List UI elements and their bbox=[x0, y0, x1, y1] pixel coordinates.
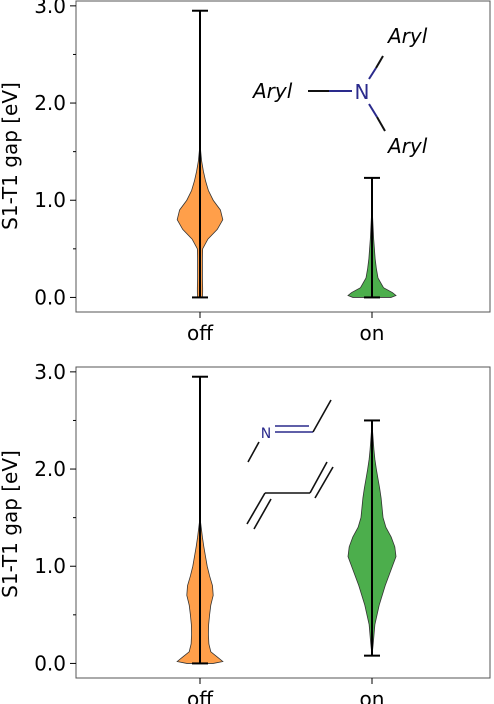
y-tick-label: 0.0 bbox=[34, 651, 66, 675]
bond-upper-aryl bbox=[375, 55, 384, 69]
aryl-label-left: Aryl bbox=[251, 79, 293, 103]
x-axis: off on bbox=[187, 312, 384, 345]
butadiene-bond-3b bbox=[314, 466, 334, 499]
x-tick-label: off bbox=[187, 321, 214, 345]
y-tick-label: 3.0 bbox=[34, 360, 66, 384]
y-tick-label: 2.0 bbox=[34, 91, 66, 115]
y-tick-label: 0.0 bbox=[34, 285, 66, 309]
violins bbox=[176, 9, 397, 299]
plot-area bbox=[75, 0, 491, 313]
y-tick-label: 3.0 bbox=[34, 0, 66, 18]
aryl-label-bottom: Aryl bbox=[386, 134, 428, 158]
nitrogen-atom-label: N bbox=[355, 80, 370, 104]
top-violin-panel: 0.0 1.0 2.0 3.0 off on S1-T1 gap [eV] N Aryl… bbox=[0, 0, 491, 345]
y-axis: 0.0 1.0 2.0 3.0 bbox=[34, 360, 76, 675]
triarylamine-structure-inset: N Aryl Aryl Aryl bbox=[251, 24, 428, 158]
nitrogen-atom-label: N bbox=[261, 426, 271, 442]
x-axis: off on bbox=[187, 678, 384, 704]
bottom-violin-panel: 0.0 1.0 2.0 3.0 off on S1-T1 gap [eV] N bbox=[0, 360, 491, 704]
aza-butadiene-structure-inset: N bbox=[246, 399, 334, 530]
plot-area bbox=[75, 366, 491, 679]
aryl-label-top: Aryl bbox=[386, 24, 428, 48]
butadiene-bond-3 bbox=[309, 461, 328, 494]
butadiene-bond-1 bbox=[246, 492, 266, 525]
x-tick-label: on bbox=[360, 687, 385, 704]
y-tick-label: 1.0 bbox=[34, 554, 66, 578]
y-axis-label: S1-T1 gap [eV] bbox=[0, 450, 22, 598]
y-tick-label: 1.0 bbox=[34, 188, 66, 212]
y-axis-label: S1-T1 gap [eV] bbox=[0, 82, 22, 230]
violins bbox=[176, 375, 397, 665]
butadiene-bond-1b bbox=[253, 498, 272, 530]
bond-lower-aryl bbox=[376, 116, 386, 132]
x-tick-label: on bbox=[360, 321, 385, 345]
bond-upper bbox=[368, 67, 377, 80]
y-axis: 0.0 1.0 2.0 3.0 bbox=[34, 0, 76, 309]
bond-lower bbox=[368, 103, 378, 118]
bond-n-methyl bbox=[247, 441, 260, 463]
y-tick-label: 2.0 bbox=[34, 457, 66, 481]
x-tick-label: off bbox=[187, 687, 214, 704]
bond-c-methyl bbox=[312, 399, 332, 433]
